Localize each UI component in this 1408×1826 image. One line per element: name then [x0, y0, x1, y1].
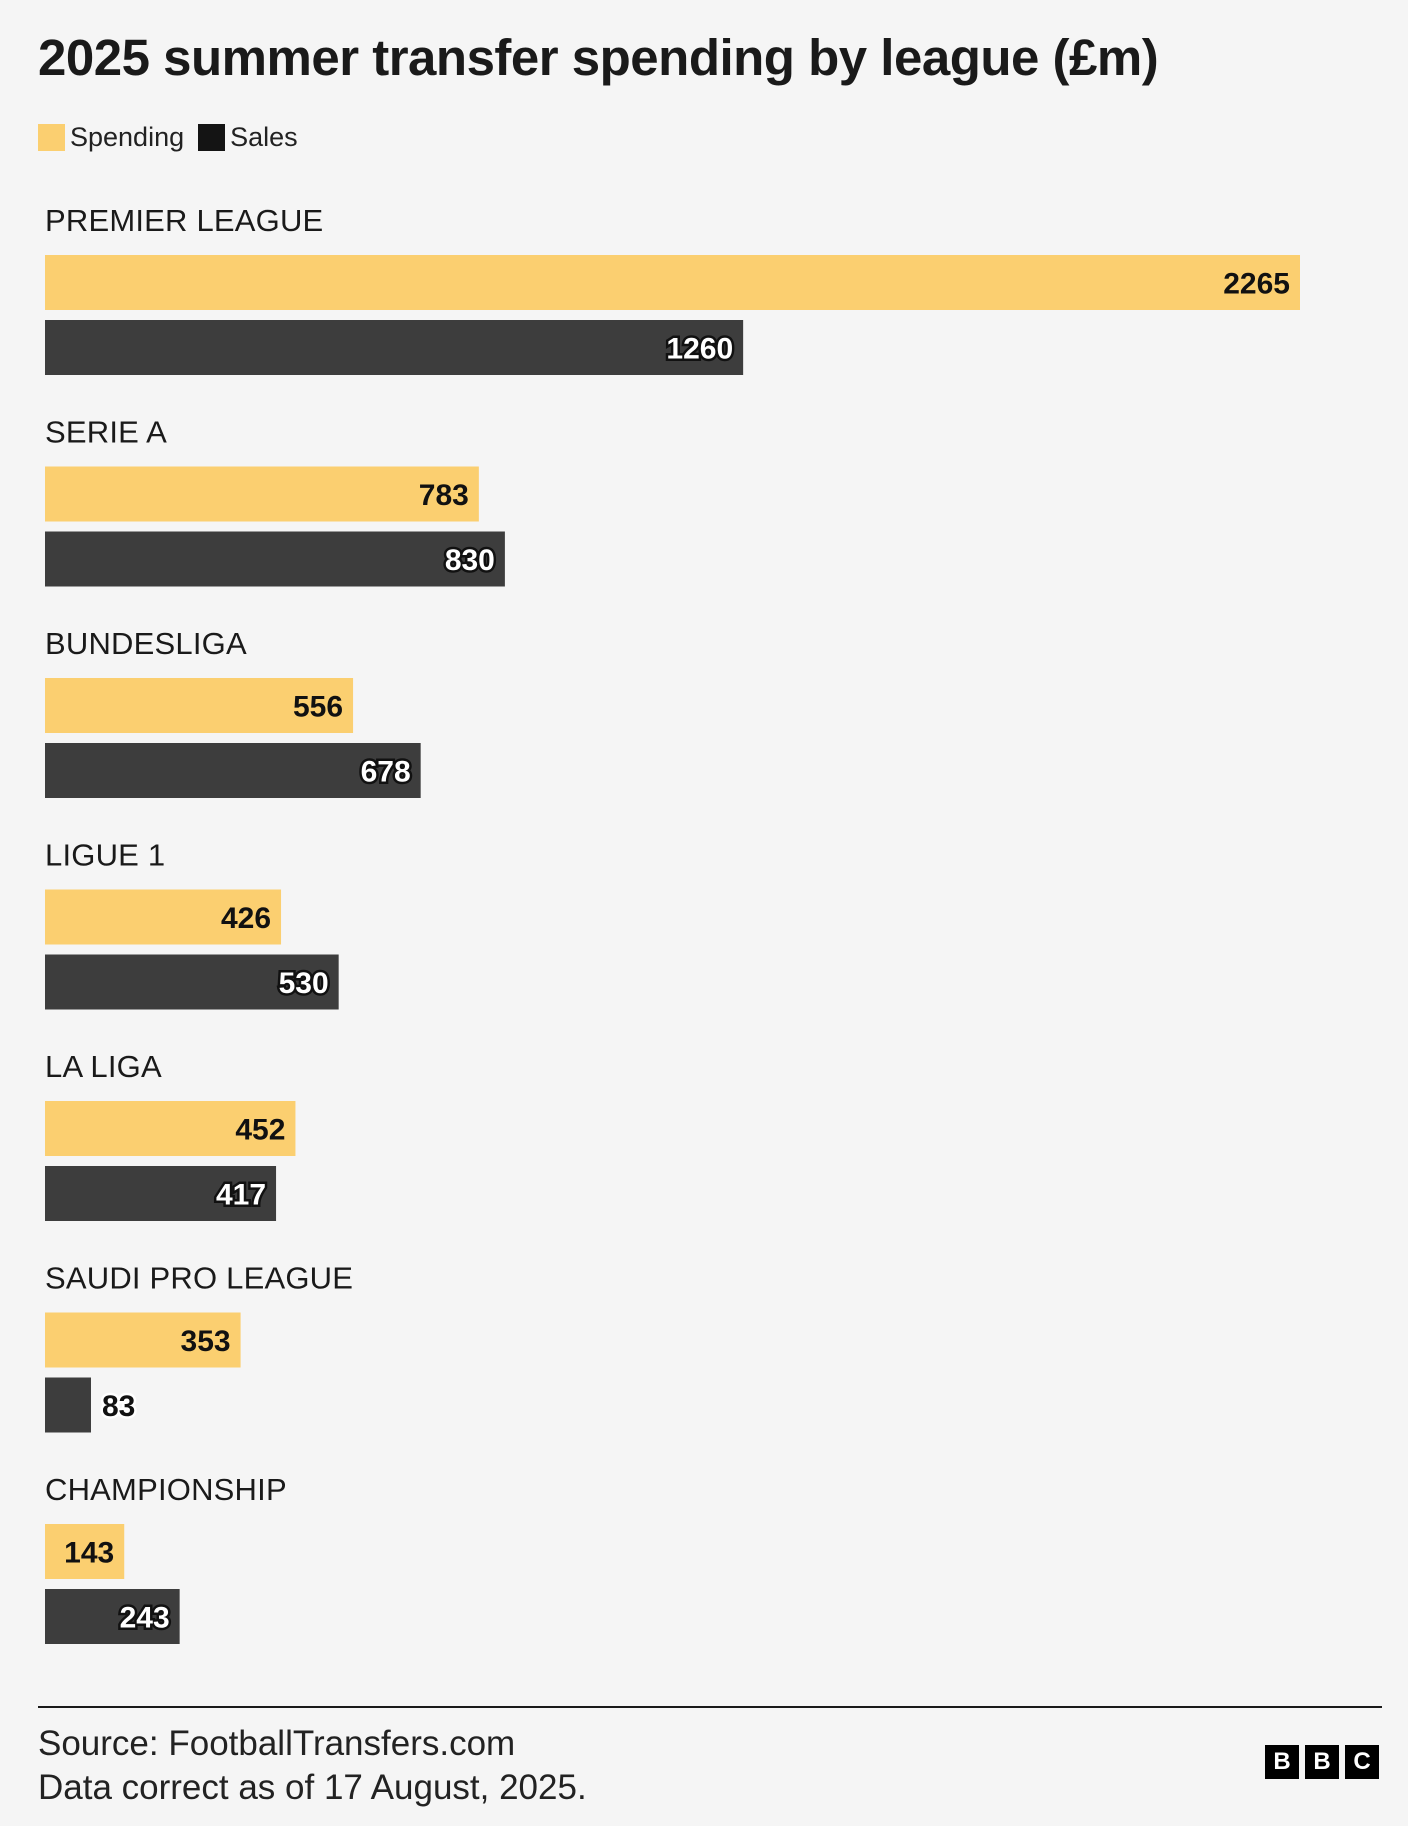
footer-divider — [38, 1706, 1382, 1708]
value-label-sales-saudi-pro-league: 83 — [102, 1390, 135, 1423]
legend-item-sales: Sales — [198, 122, 298, 153]
legend-swatch-spending — [38, 124, 65, 151]
value-label-spending-ligue-1: 426 — [221, 902, 271, 935]
value-label-spending-championship: 143 — [64, 1537, 114, 1570]
logo-block-c: C — [1345, 1745, 1379, 1779]
chart-title: 2025 summer transfer spending by league … — [38, 29, 1159, 86]
category-label-premier-league: PREMIER LEAGUE — [45, 203, 323, 238]
legend-item-spending: Spending — [38, 122, 184, 153]
bar-spending-premier-league — [45, 255, 1300, 310]
legend: Spending Sales — [38, 122, 312, 153]
value-label-spending-premier-league: 2265 — [1223, 268, 1290, 301]
bar-spending-la-liga — [45, 1101, 296, 1156]
bar-spending-championship — [45, 1524, 125, 1579]
category-label-la-liga: LA LIGA — [45, 1049, 162, 1084]
bar-sales-ligue-1 — [45, 954, 339, 1010]
bar-sales-bundesliga — [45, 743, 421, 798]
bar-sales-saudi-pro-league — [45, 1377, 91, 1433]
value-label-sales-premier-league: 1260 — [666, 333, 733, 366]
category-label-saudi-pro-league: SAUDI PRO LEAGUE — [45, 1261, 353, 1296]
bar-sales-la-liga — [45, 1166, 277, 1221]
category-label-serie-a: SERIE A — [45, 415, 167, 450]
value-label-spending-bundesliga: 556 — [293, 691, 343, 724]
legend-label-spending: Spending — [70, 122, 185, 152]
bar-spending-ligue-1 — [45, 889, 282, 945]
category-label-bundesliga: BUNDESLIGA — [45, 626, 247, 661]
value-label-sales-la-liga: 417 — [216, 1179, 266, 1212]
bar-chart: PREMIER LEAGUE 2265 1260 SERIE A 783 830 BUNDE… — [45, 203, 1300, 1644]
value-label-sales-serie-a: 830 — [445, 544, 495, 577]
legend-swatch-sales — [198, 124, 226, 151]
bar-spending-bundesliga — [45, 678, 354, 733]
value-label-spending-saudi-pro-league: 353 — [181, 1325, 231, 1358]
source-text: Source: FootballTransfers.com — [38, 1724, 516, 1763]
value-label-sales-ligue-1: 530 — [279, 967, 329, 1000]
bar-sales-championship — [45, 1589, 180, 1644]
footer-source: Source: FootballTransfers.com Data corre… — [38, 1722, 587, 1810]
category-label-championship: CHAMPIONSHIP — [45, 1472, 287, 1507]
bar-sales-serie-a — [45, 531, 505, 587]
bar-spending-saudi-pro-league — [45, 1312, 241, 1368]
category-label-ligue-1: LIGUE 1 — [45, 838, 165, 873]
logo-block-b1: B — [1265, 1745, 1299, 1779]
value-label-spending-serie-a: 783 — [419, 479, 469, 512]
logo-block-b2: B — [1305, 1745, 1339, 1779]
value-label-spending-la-liga: 452 — [235, 1114, 285, 1147]
bar-sales-premier-league — [45, 320, 744, 375]
legend-label-sales: Sales — [230, 122, 298, 152]
value-label-sales-bundesliga: 678 — [361, 756, 411, 789]
bar-spending-serie-a — [45, 466, 479, 522]
value-label-sales-championship: 243 — [120, 1602, 170, 1635]
bbc-logo: B B C — [1259, 1745, 1379, 1779]
data-note: Data correct as of 17 August, 2025. — [38, 1768, 587, 1807]
